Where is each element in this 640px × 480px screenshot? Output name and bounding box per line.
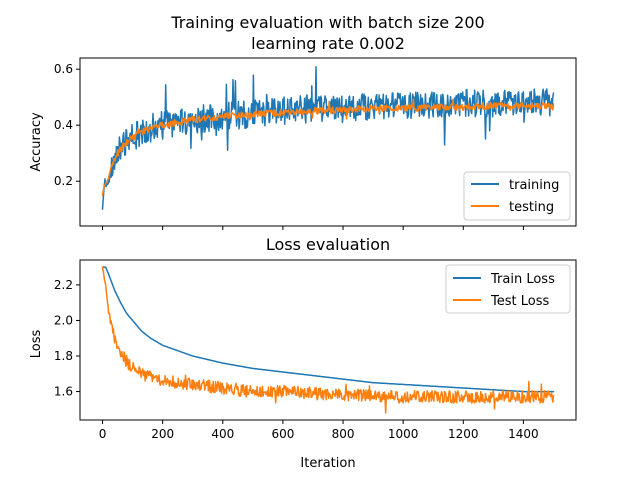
- accuracy-series-group: [101, 65, 555, 210]
- loss-x-tick-label-600: 600: [271, 427, 294, 441]
- accuracy-series-testing: [101, 98, 555, 196]
- loss-y-tick-label-2: 2.0: [54, 313, 73, 327]
- accuracy-chart-title-line-1: Training evaluation with batch size 200: [170, 13, 484, 32]
- loss-x-tick-label-0: 0: [99, 427, 107, 441]
- loss-series-train-loss: [101, 266, 555, 393]
- legend-label-training: training: [509, 178, 559, 193]
- accuracy-plot-frame: [79, 57, 577, 227]
- accuracy-legend: training testing: [463, 171, 571, 221]
- loss-x-tick-label-400: 400: [211, 427, 234, 441]
- accuracy-y-tick-label-1: 0.4: [54, 118, 73, 132]
- loss-legend: Train Loss Test Loss: [445, 264, 571, 314]
- loss-y-tick-label-0: 1.6: [54, 385, 73, 399]
- accuracy-chart: Training evaluation with batch size 200 …: [29, 13, 577, 230]
- loss-y-tick-label-3: 2.2: [54, 278, 73, 292]
- loss-chart: Loss evaluation Loss Iteration 0 200 400 60…: [29, 235, 577, 471]
- accuracy-y-tick-label-2: 0.6: [54, 62, 73, 76]
- accuracy-chart-title-line-2: learning rate 0.002: [251, 34, 405, 53]
- loss-series-group: [101, 266, 555, 414]
- loss-axis-label: Loss: [29, 330, 44, 359]
- loss-x-tick-label-200: 200: [151, 427, 174, 441]
- accuracy-series-training: [101, 65, 555, 210]
- iteration-axis-label: Iteration: [300, 456, 355, 471]
- loss-axis-ticks: 0 200 400 600 800 1000 1200 1400 1.6 1.8 2.0 2.2: [54, 278, 539, 441]
- loss-series-test-loss: [101, 266, 555, 414]
- loss-chart-title: Loss evaluation: [266, 235, 390, 254]
- accuracy-axis-label: Accuracy: [29, 112, 44, 172]
- accuracy-y-tick-label-0: 0.2: [54, 174, 73, 188]
- loss-plot-frame: [79, 259, 577, 421]
- loss-x-tick-label-1400: 1400: [508, 427, 539, 441]
- loss-y-tick-label-1: 1.8: [54, 349, 73, 363]
- loss-x-tick-label-1200: 1200: [448, 427, 479, 441]
- legend-label-train-loss: Train Loss: [490, 272, 555, 287]
- accuracy-axis-ticks: 0.2 0.4 0.6: [54, 62, 524, 230]
- loss-x-tick-label-1000: 1000: [388, 427, 419, 441]
- loss-x-tick-label-800: 800: [332, 427, 355, 441]
- legend-label-test-loss: Test Loss: [490, 294, 549, 309]
- legend-label-testing: testing: [509, 200, 554, 215]
